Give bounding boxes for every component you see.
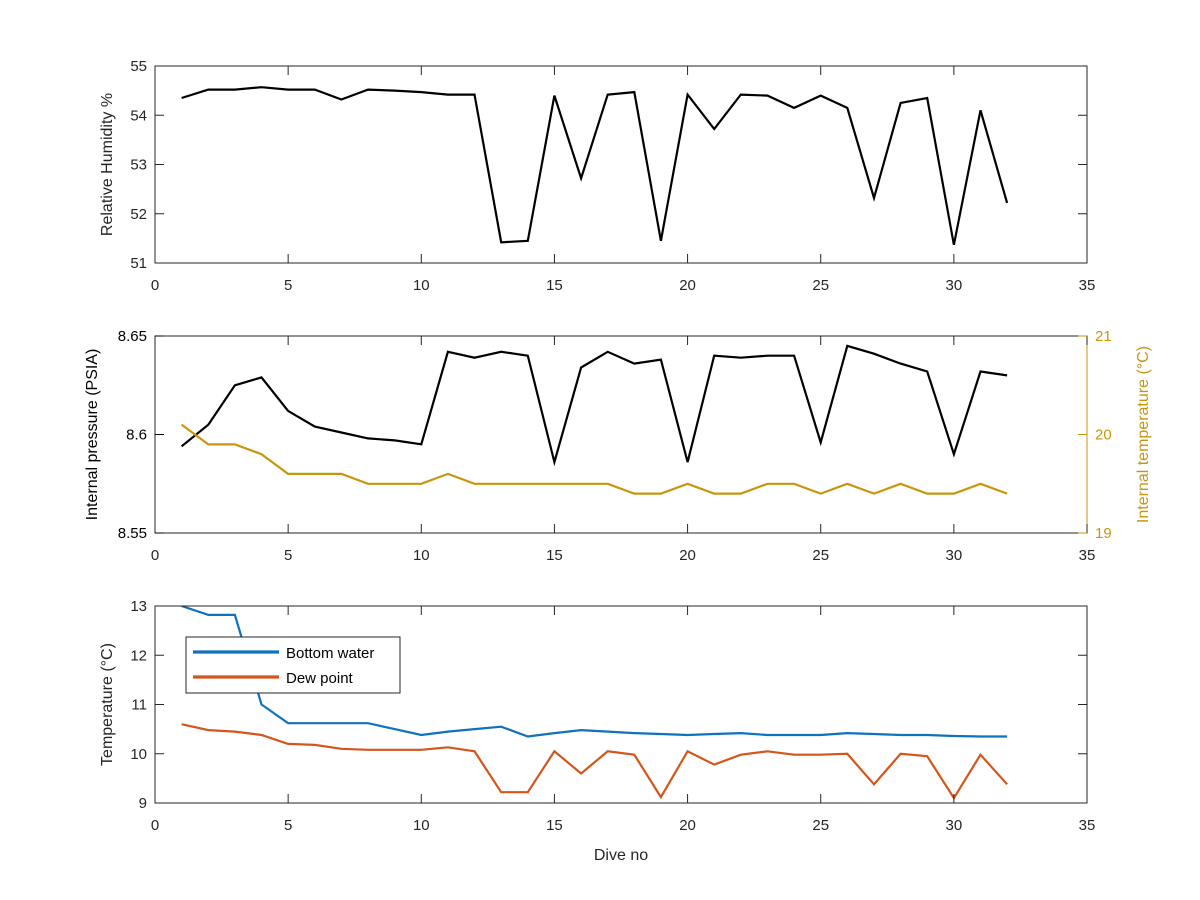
humidity-panel: 0 5 10 15 20 25 30 35 51 52 53 54 55 Relative Humidi… <box>99 58 1095 294</box>
x-tick-label: 25 <box>812 277 829 294</box>
legend-label-bottom-water: Bottom water <box>286 645 374 662</box>
y-tick-label: 9 <box>139 795 147 812</box>
temperature-series-1-line <box>181 723 1008 801</box>
y-tick-label: 10 <box>130 746 147 763</box>
y-tick-label: 54 <box>130 107 147 124</box>
humidity-series-0-line <box>181 86 1009 246</box>
x-tick-label: 35 <box>1079 817 1096 834</box>
y-tick-label: 11 <box>131 697 147 714</box>
legend-label-dew-point: Dew point <box>286 670 354 687</box>
x-tick-label: 15 <box>546 277 563 294</box>
y-tick-label: 51 <box>130 255 147 272</box>
x-tick-label: 20 <box>679 547 696 564</box>
x-tick-label: 25 <box>812 817 829 834</box>
x-tick-label: 5 <box>284 277 292 294</box>
pressure-series-1-line <box>180 423 1008 495</box>
pressure-series-0-line <box>180 344 1008 467</box>
x-tick-label: 10 <box>413 817 430 834</box>
x-tick-label: 30 <box>946 817 963 834</box>
x-tick-label: 35 <box>1079 277 1096 294</box>
x-tick-label: 10 <box>413 277 430 294</box>
x-tick-label: 15 <box>546 817 563 834</box>
pressure-ticks: 0 5 10 15 20 25 30 35 8.55 8.6 8.65 19 20 21 <box>118 328 1112 564</box>
humidity-marks <box>181 86 1009 246</box>
y-tick-label: 8.55 <box>118 525 147 542</box>
x-tick-label: 20 <box>679 817 696 834</box>
x-tick-label: 0 <box>151 277 159 294</box>
xlabel-dive-no: Dive no <box>594 847 648 864</box>
pressure-marks <box>180 344 1008 495</box>
temperature-y2label: Internal temperature (°C) <box>1135 346 1152 523</box>
y-tick-label: 55 <box>130 58 147 75</box>
x-tick-label: 30 <box>946 547 963 564</box>
x-tick-label: 35 <box>1079 547 1096 564</box>
temperature-ylabel: Temperature (°C) <box>99 643 116 766</box>
legend: Bottom water Dew point <box>185 636 401 694</box>
humidity-ticks: 0 5 10 15 20 25 30 35 51 52 53 54 55 <box>130 58 1095 294</box>
x-tick-label: 30 <box>946 277 963 294</box>
legend-box <box>185 636 401 694</box>
y-tick-label: 8.65 <box>118 328 147 345</box>
x-tick-label: 25 <box>812 547 829 564</box>
y-tick-label: 53 <box>130 157 147 174</box>
x-tick-label: 5 <box>284 547 292 564</box>
x-tick-label: 15 <box>546 547 563 564</box>
temperature-ticks: 0 5 10 15 20 25 30 35 9 10 11 12 13 <box>130 598 1095 834</box>
x-tick-label: 5 <box>284 817 292 834</box>
temperature-series-0-line <box>181 606 1008 738</box>
x-tick-label: 0 <box>151 547 159 564</box>
y-tick-label: 52 <box>130 206 147 223</box>
y-tick-label: 13 <box>130 598 147 615</box>
y-tick-label: 12 <box>130 647 147 664</box>
y-tick-label: 8.6 <box>126 427 147 444</box>
temperature-marks <box>181 606 1008 801</box>
humidity-ylabel: Relative Humidity % <box>99 93 116 236</box>
y2-tick-label: 19 <box>1095 525 1112 542</box>
y2-tick-label: 21 <box>1095 328 1112 345</box>
pressure-panel: 0 5 10 15 20 25 30 35 8.55 8.6 8.65 19 20 21 Internal… <box>84 328 1152 564</box>
x-tick-label: 20 <box>679 277 696 294</box>
pressure-ylabel: Internal pressure (PSIA) <box>84 349 101 521</box>
y2-tick-label: 20 <box>1095 427 1112 444</box>
x-tick-label: 0 <box>151 817 159 834</box>
x-tick-label: 10 <box>413 547 430 564</box>
temperature-panel: 0 5 10 15 20 25 30 35 9 10 11 12 13 Temperature (°C)… <box>99 598 1095 864</box>
